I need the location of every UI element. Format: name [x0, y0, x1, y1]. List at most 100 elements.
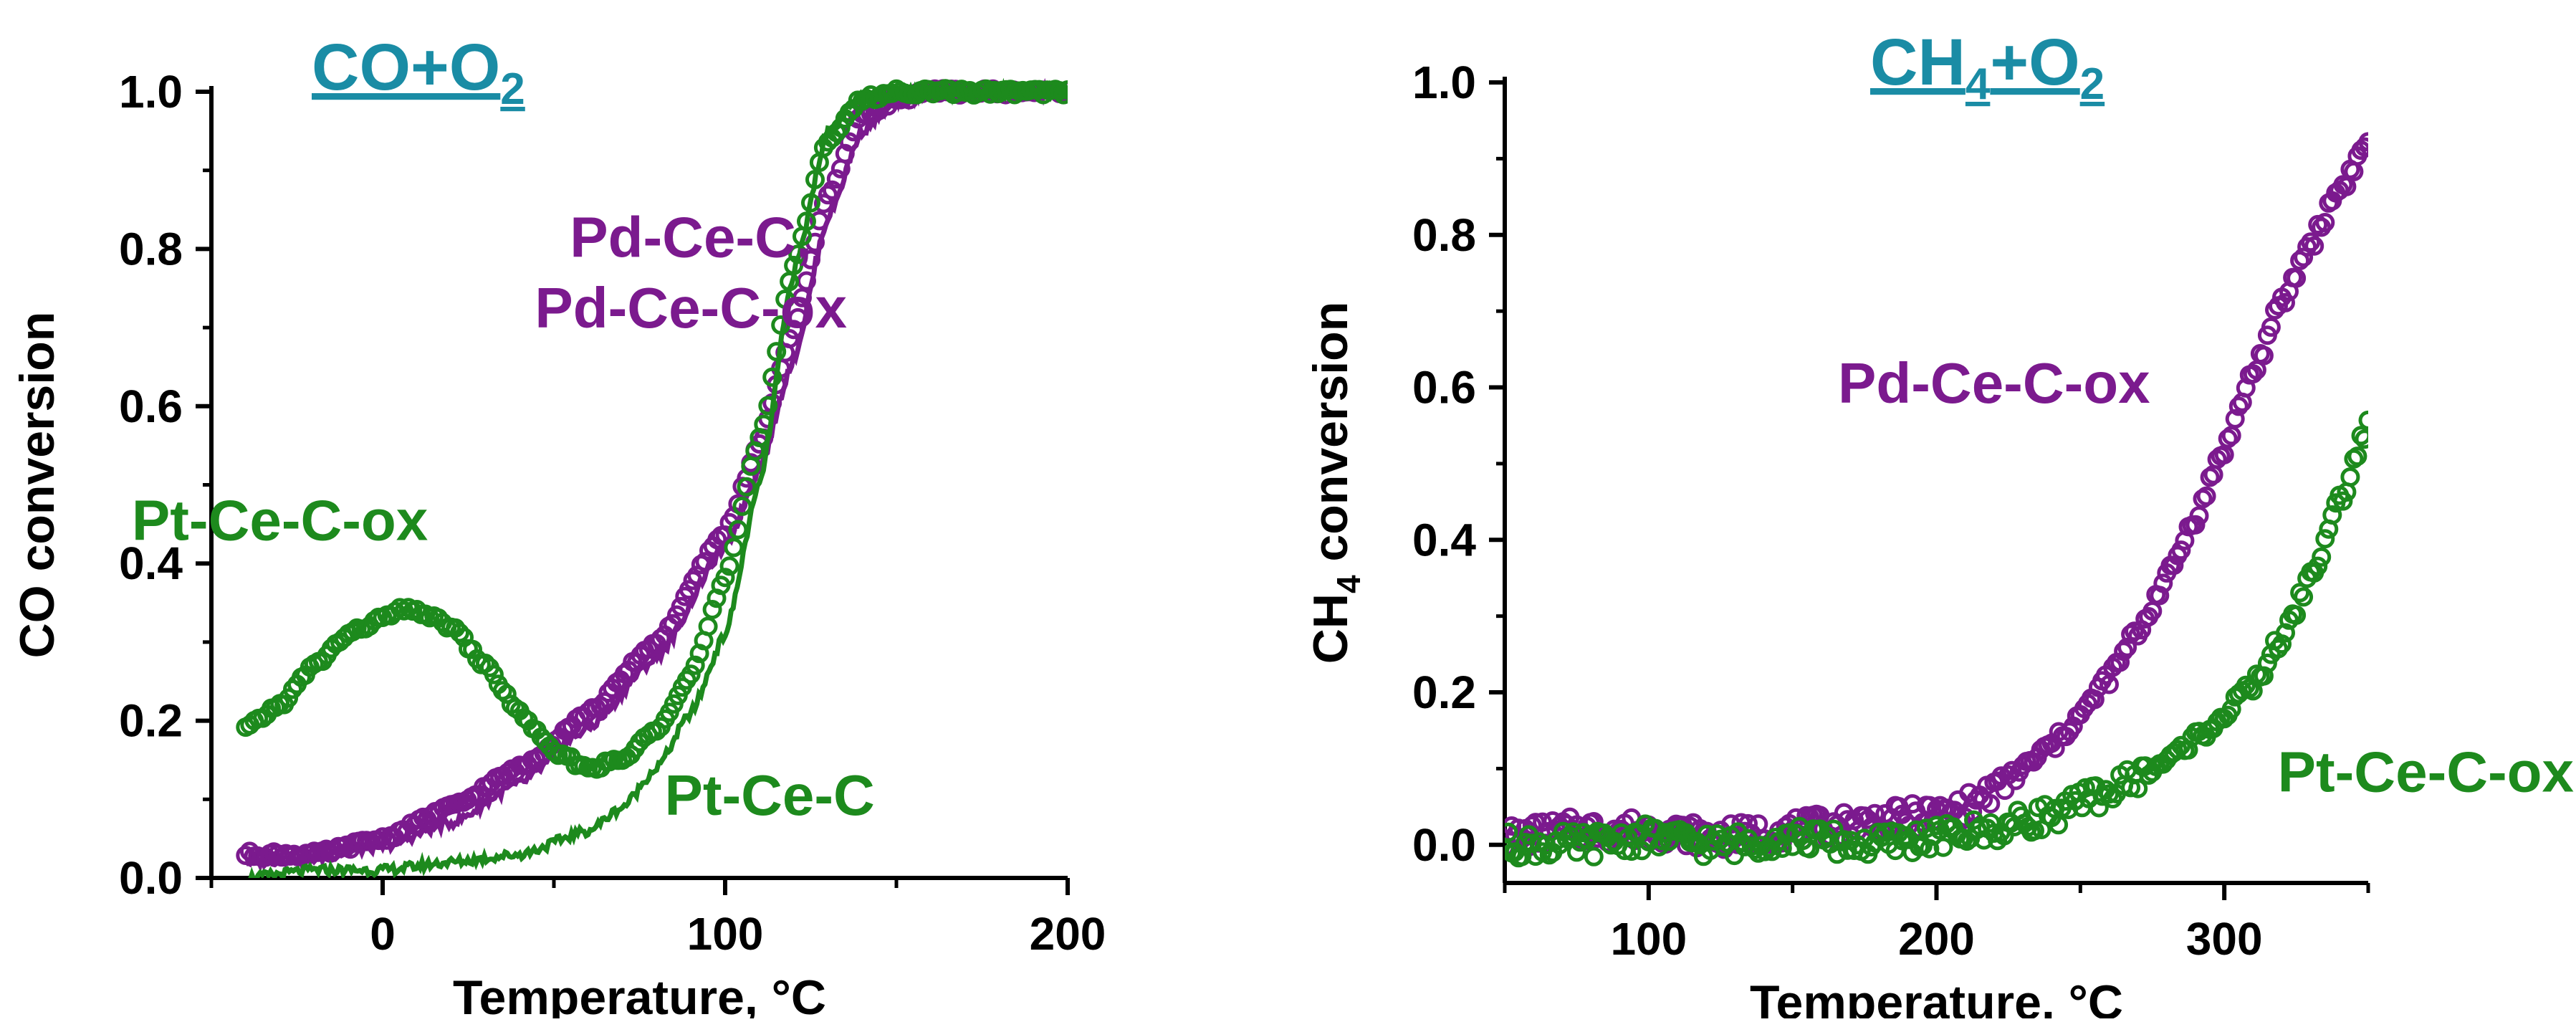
data-point [2315, 213, 2335, 232]
data-point [695, 552, 715, 572]
data-point [835, 143, 855, 163]
data-point [805, 170, 825, 189]
title-sub-1: 4 [1965, 59, 1991, 109]
data-point [1963, 802, 1983, 822]
data-point [2287, 605, 2307, 625]
data-point [826, 169, 846, 189]
data-point [1800, 839, 1820, 859]
data-point [698, 616, 718, 636]
y-tick-label: 1.0 [119, 66, 183, 118]
data-point [2150, 586, 2170, 606]
data-point [2301, 232, 2321, 252]
plot-area [1505, 132, 2368, 868]
data-point [497, 684, 517, 704]
data-point [732, 496, 752, 516]
data-point [788, 307, 808, 328]
y-tick-label: 0.0 [119, 852, 183, 904]
series-pd-ce-c-ox [236, 79, 1068, 867]
y-tick-label: 0.6 [1412, 362, 1476, 414]
y-tick-label: 0.2 [119, 695, 183, 747]
data-point [822, 180, 842, 200]
data-point [1864, 803, 1885, 823]
data-point [2257, 653, 2277, 673]
y-axis-label: CH4 conversion [1303, 302, 1367, 664]
data-point [1622, 841, 1642, 861]
data-point [2355, 429, 2368, 449]
data-point [1566, 842, 1586, 862]
data-point [671, 596, 691, 616]
data-point [2189, 506, 2209, 526]
data-point [2315, 529, 2335, 549]
data-point [1875, 822, 1895, 842]
data-point [2025, 821, 2044, 841]
data-point [2276, 292, 2295, 312]
chart-title: CH4+O2 [1870, 26, 2105, 109]
data-point [762, 367, 782, 387]
x-tick-label: 200 [1898, 913, 1975, 965]
series-annotation: Pd-Ce-C, [570, 205, 812, 269]
data-point [450, 623, 469, 643]
y-tick-label: 0.4 [1412, 514, 1476, 565]
data-point [809, 211, 829, 231]
y-tick-label: 0.8 [1412, 209, 1476, 261]
data-point [2164, 555, 2184, 576]
data-point [754, 414, 774, 434]
data-point [2254, 666, 2274, 686]
data-point [797, 211, 816, 231]
data-point [1920, 839, 1940, 859]
data-point [1981, 794, 2001, 813]
data-point [681, 664, 701, 684]
data-point [594, 692, 614, 712]
y-tick-label: 1.0 [1412, 57, 1476, 108]
data-point [767, 342, 787, 362]
data-point [801, 193, 820, 213]
data-point [1837, 840, 1857, 860]
series-annotation: Pd-Ce-C-ox [535, 276, 847, 340]
data-point [1584, 846, 1604, 866]
x-tick-label: 100 [1610, 913, 1687, 965]
data-point [2228, 396, 2249, 416]
data-point [2294, 247, 2314, 267]
data-point [687, 565, 707, 586]
data-point [2084, 689, 2105, 710]
data-point [788, 244, 808, 264]
data-point [685, 655, 705, 675]
data-point [2272, 634, 2292, 654]
y-tick-label: 0.8 [119, 223, 183, 274]
title-mid: +O [1990, 26, 2079, 99]
x-tick-label: 300 [2186, 913, 2263, 965]
data-point [2287, 268, 2307, 288]
data-point [1505, 822, 1518, 842]
data-point [2358, 132, 2368, 152]
data-point [2185, 515, 2206, 535]
data-point [1058, 80, 1068, 100]
data-point [1053, 85, 1068, 105]
data-point [758, 396, 778, 416]
data-point [2089, 798, 2109, 818]
y-tick-label: 0.4 [119, 538, 183, 589]
data-point [2276, 623, 2295, 643]
data-point [724, 538, 744, 558]
data-point [737, 477, 757, 497]
data-point [2171, 540, 2191, 560]
data-point [1522, 816, 1542, 836]
data-point [1933, 837, 1953, 857]
data-point [1050, 81, 1068, 101]
title-main: CH [1870, 26, 1965, 99]
co-conversion-panel: 0.0 0.2 0.4 0.6 0.8 1.0 0 100 200 Temperature, °C… [10, 31, 1106, 1022]
data-point [715, 568, 735, 588]
series-annotation: Pt-Ce-C [664, 763, 874, 827]
data-point [463, 639, 482, 659]
data-point [343, 621, 363, 641]
data-point [2225, 409, 2245, 429]
y-axis-label: CO conversion [10, 312, 64, 659]
title-sub-2: 2 [2080, 59, 2105, 109]
x-axis-label: Temperature, °C [1750, 975, 2123, 1018]
data-point [2337, 176, 2357, 196]
data-point [2351, 426, 2368, 446]
data-point [2099, 674, 2119, 694]
data-point [2347, 446, 2367, 467]
x-axis-label: Temperature, °C [453, 970, 826, 1018]
data-point [775, 290, 795, 309]
y-tick-label: 0.2 [1412, 667, 1476, 718]
